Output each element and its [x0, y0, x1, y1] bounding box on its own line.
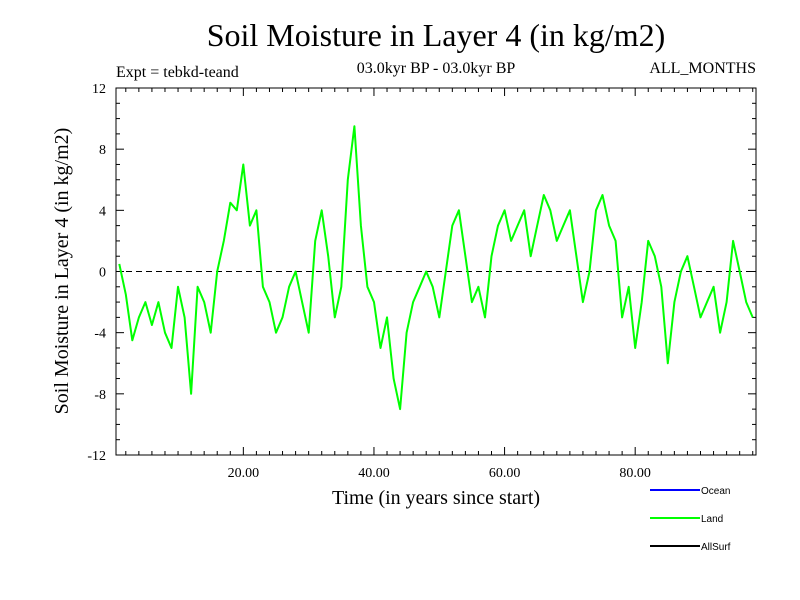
legend-label-land: Land: [701, 514, 723, 525]
series-line-land: [118, 125, 754, 411]
y-tick-label: 12: [92, 82, 106, 97]
months-label: ALL_MONTHS: [649, 60, 756, 77]
x-tick-label: 60.00: [489, 466, 521, 481]
y-tick-label: -8: [94, 388, 106, 403]
x-tick-label: 20.00: [228, 466, 260, 481]
y-tick-label: 8: [99, 143, 106, 158]
y-tick-label: 0: [99, 266, 106, 281]
chart-title: Soil Moisture in Layer 4 (in kg/m2): [207, 17, 666, 53]
x-axis-label: Time (in years since start): [332, 487, 540, 509]
period-label: 03.0kyr BP - 03.0kyr BP: [357, 60, 516, 77]
plot-area: -12 -8 -4 0 4 8 12 20.00 40.00 60.00 80.00: [87, 82, 757, 481]
x-tick-label: 40.00: [358, 466, 390, 481]
y-tick-label: -12: [87, 449, 106, 464]
legend-label-ocean: Ocean: [701, 486, 730, 497]
legend-label-allsurf: AllSurf: [701, 542, 731, 553]
y-tick-label: 4: [99, 204, 106, 219]
x-tick-label: 80.00: [619, 466, 651, 481]
y-tick-label: -4: [94, 327, 106, 342]
legend: Ocean Land AllSurf: [650, 486, 731, 553]
y-axis-label: Soil Moisture in Layer 4 (in kg/m2): [51, 128, 73, 415]
experiment-label: Expt = tebkd-teand: [116, 64, 239, 81]
